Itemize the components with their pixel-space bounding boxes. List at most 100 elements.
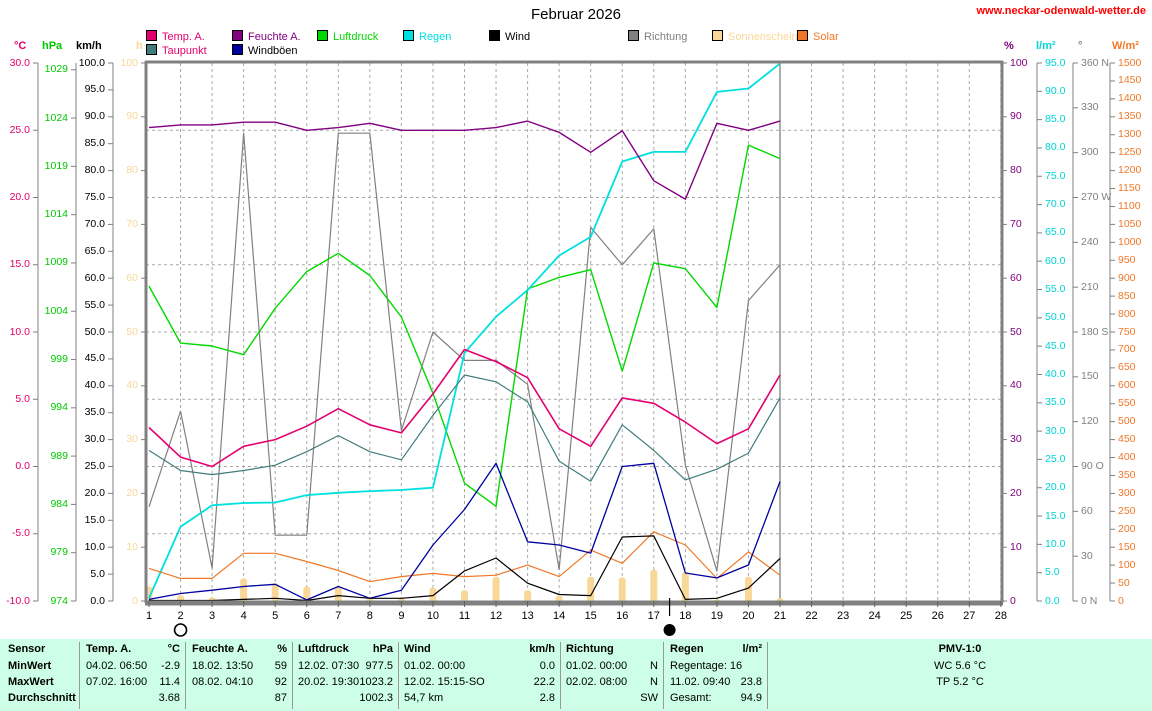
series-line-solar [148, 531, 781, 583]
table-separator [185, 642, 186, 709]
axis-tick-label: 0 [132, 594, 138, 607]
legend-label: Wind [505, 31, 531, 43]
axis-tick-label: 25.0 [1045, 452, 1066, 465]
legend-item-tempa: Temp. A. [146, 30, 205, 43]
axis-tick-label: 999 [50, 353, 68, 366]
x-axis-day-label: 27 [963, 610, 976, 622]
table-max-value: 22.2 [533, 676, 555, 688]
axis-tick-label: 0 N [1081, 594, 1098, 607]
legend-label: Solar [813, 31, 839, 43]
axis-tick-label: 979 [50, 546, 68, 559]
axis-tick-label: 350 [1118, 468, 1136, 481]
x-axis-day-label: 4 [240, 610, 247, 622]
x-axis-day-label: 18 [679, 610, 692, 622]
axis-unit-temp: °C [14, 40, 27, 52]
table-separator [767, 642, 768, 709]
table-col-unit: % [277, 643, 287, 655]
x-axis-day-label: 2 [177, 610, 184, 622]
legend-label: Regen [419, 31, 452, 43]
x-axis-day-label: 28 [994, 610, 1007, 622]
series-line-wind [149, 535, 781, 602]
table-col-name: Richtung [566, 643, 614, 655]
legend-swatch [712, 30, 723, 41]
axis-tick-label: 85.0 [84, 137, 105, 150]
statistics-table: Sensor MinWert MaxWert Durchschnitt Temp… [0, 638, 1152, 711]
axis-tick-label: 70.0 [1045, 198, 1066, 211]
axis-tick-label: 1024 [44, 111, 68, 124]
axis-tick-label: 50 [126, 325, 138, 338]
x-axis-day-label: 8 [366, 610, 373, 622]
x-axis-day-label: 13 [521, 610, 534, 622]
axis-tick-label: 650 [1118, 361, 1136, 374]
axis-tick-label: 50.0 [1045, 311, 1066, 324]
axis-tick-label: 10 [1010, 540, 1022, 553]
axis-tick-label: 75.0 [84, 191, 105, 203]
table-avg-value: 94.9 [740, 692, 762, 704]
axis-tick-label: 35.0 [84, 406, 105, 419]
axis-tick-label: 25.0 [84, 460, 105, 472]
axis-tick-label: 1250 [1118, 146, 1142, 159]
legend-item-sonnenschein: Sonnenschein [712, 30, 798, 43]
axis-tick-label: 95.0 [1045, 56, 1066, 69]
axis-tick-label: 360 N [1081, 56, 1110, 69]
axis-tick-label: 100.0 [78, 56, 105, 69]
axis-tick-label: 75.0 [1045, 169, 1066, 182]
axis-tick-label: 600 [1118, 379, 1136, 392]
axis-tick-label: 10.0 [1045, 537, 1066, 550]
table-col-name: Wind [404, 643, 431, 655]
axis-tick-label: 300 [1118, 486, 1136, 499]
table-min-value: 0.0 [539, 660, 555, 672]
legend-swatch [317, 30, 328, 41]
full-moon-icon [173, 623, 188, 637]
table-separator [398, 642, 399, 709]
axis-tick-label: 900 [1118, 271, 1136, 284]
axis-unit-lm2: l/m² [1036, 40, 1056, 52]
axis-tick-label: 989 [50, 449, 68, 462]
axis-tick-label: 60 [126, 271, 138, 284]
series-line-feuchtea [148, 120, 781, 200]
pmv-windchill: WC 5.6 °C [933, 660, 987, 672]
axis-tick-label: 30 [1010, 433, 1022, 446]
axis-tick-label: 90.0 [84, 110, 105, 123]
axis-tick-label: 1350 [1118, 110, 1142, 123]
axis-tick-label: 80.0 [1045, 141, 1066, 154]
axis-tick-label: 1050 [1118, 217, 1142, 230]
table-max-when: 20.02. 19:30 [298, 676, 360, 688]
axis-tick-label: 80.0 [84, 164, 105, 177]
axis-tick-label: 40 [1010, 379, 1022, 392]
axis-unit-pct: % [1004, 40, 1014, 52]
axis-tick-label: 1450 [1118, 74, 1142, 87]
axis-tick-label: 80 [1010, 164, 1022, 177]
table-min-when: 12.02. 07:30 [298, 660, 360, 672]
series-line-regen [148, 62, 781, 599]
site-url-link[interactable]: www.neckar-odenwald-wetter.de [976, 5, 1146, 17]
legend-item-wind: Wind [489, 30, 531, 43]
legend-item-regen: Regen [403, 30, 452, 43]
axis-unit-hpa: hPa [42, 40, 63, 52]
series-line-richtung [148, 132, 781, 572]
axis-tick-label: 35.0 [1045, 396, 1066, 409]
legend-label: Temp. A. [162, 31, 205, 43]
axis-tick-label: 10.0 [84, 540, 105, 553]
axis-tick-label: 750 [1118, 325, 1136, 338]
legend-item-windböen: Windböen [232, 44, 298, 57]
table-avg-label: Gesamt: [670, 692, 712, 704]
table-separator [663, 642, 664, 709]
axis-tick-label: 90.0 [1045, 84, 1066, 97]
legend-swatch [797, 30, 808, 41]
axis-tick-label: 270 W [1081, 191, 1112, 203]
axis-tick-label: 40.0 [84, 379, 105, 392]
axis-tick-label: 100 [120, 56, 138, 69]
axis-tick-label: 20 [1010, 486, 1022, 499]
axis-tick-label: 70 [1010, 217, 1022, 230]
axis-tick-label: 20 [126, 486, 138, 499]
axis-tick-label: 1019 [44, 159, 68, 172]
x-axis-day-label: 9 [398, 610, 405, 622]
axis-tick-label: 994 [50, 401, 68, 414]
axis-tick-label: 85.0 [1045, 113, 1066, 126]
table-max-when: 07.02. 16:00 [86, 676, 148, 688]
axis-tick-label: 700 [1118, 343, 1136, 356]
axis-tick-label: 800 [1118, 307, 1136, 320]
axis-tick-label: 950 [1118, 253, 1136, 266]
